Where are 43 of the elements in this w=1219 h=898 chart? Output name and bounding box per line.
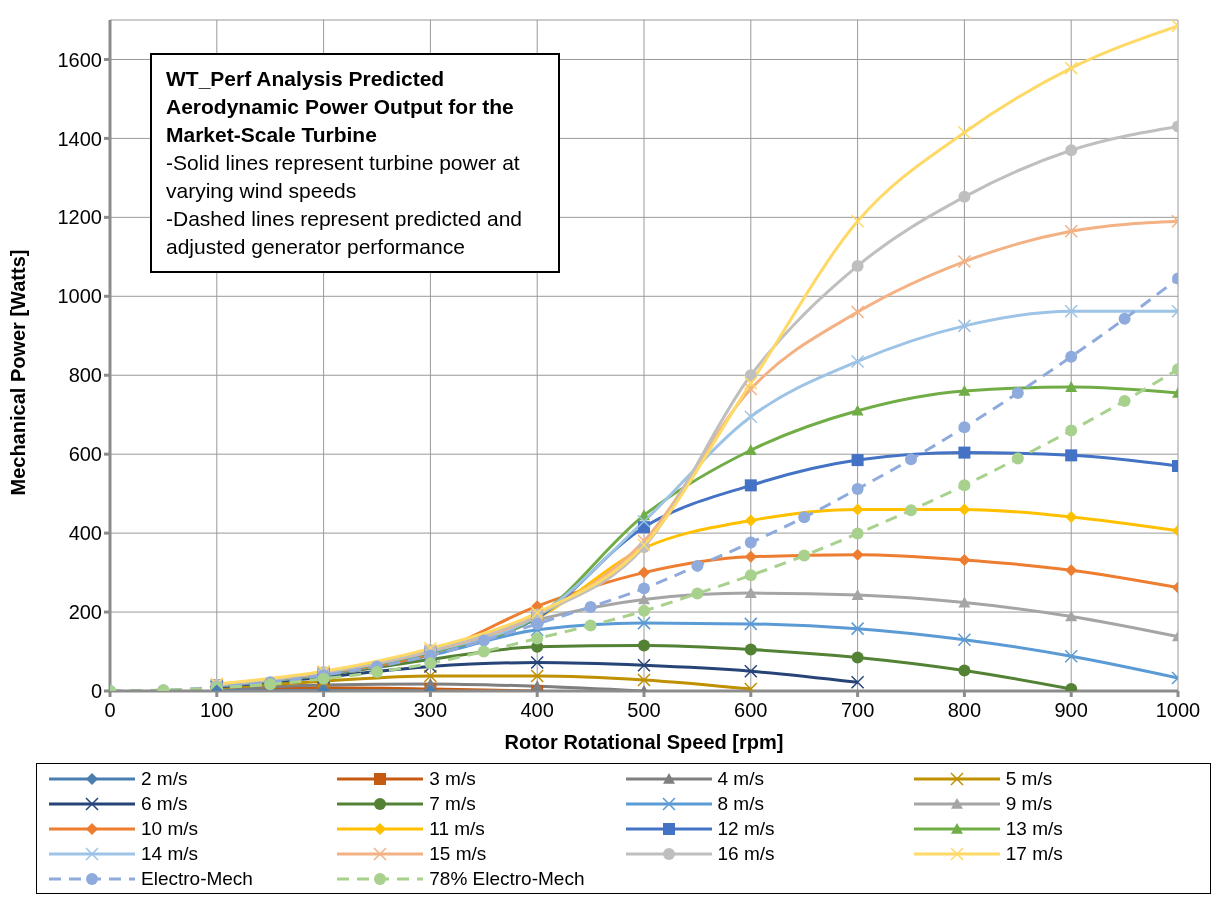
x-tick-label: 800 [947,699,982,722]
legend-label: 8 m/s [717,792,764,816]
legend-label: 17 m/s [1005,842,1063,866]
y-tick-label: 0 [90,680,102,703]
legend-label: 7 m/s [429,792,476,816]
legend-label: 14 m/s [141,842,199,866]
y-tick-label: 400 [68,522,102,545]
y-tick-label: 800 [68,364,102,387]
legend-label: 6 m/s [141,792,188,816]
x-tick-label: 400 [520,699,554,722]
y-tick-label: 600 [68,443,102,466]
x-tick-label: 900 [1054,699,1088,722]
legend-label: 13 m/s [1005,817,1063,841]
legend-label: 11 m/s [429,817,485,841]
x-tick-label: 300 [413,699,448,722]
legend-label: 12 m/s [717,817,775,841]
x-tick-label: 600 [734,699,768,722]
legend-label: 4 m/s [717,767,764,791]
legend-label: 2 m/s [141,767,188,791]
legend-label: Electro-Mech [141,867,253,891]
y-tick-label: 1400 [57,127,102,150]
y-tick-label: 200 [68,601,102,624]
x-tick-label: 100 [200,699,234,722]
legend-label: 5 m/s [1005,767,1053,791]
x-tick-label: 200 [306,699,341,722]
annotation: -Dashed lines represent predicted and adjusted generator performance [166,206,524,260]
text: WT_Perf Analysis Predicted Aerodynamic Power Output for the Market-Scale Turbine [166,66,515,148]
y-tick-label: 1000 [57,285,102,308]
x-tick-label: 500 [627,699,661,722]
x-tick-label: 0 [104,699,116,722]
legend-label: 78% Electro-Mech [429,867,585,891]
annotation: -Solid lines represent turbine power at varying wind speeds [166,150,521,204]
x-axis-title: Rotor Rotational Speed [rpm] [504,731,784,753]
x-tick-label: 700 [840,699,875,722]
legend-label: 15 m/s [429,842,487,866]
legend-label: 10 m/s [141,817,199,841]
legend-label: 3 m/s [429,767,476,791]
y-axis-title: Mechanical Power [Watts] [7,249,30,496]
legend-label: 9 m/s [1005,792,1053,816]
y-tick-label: 1200 [57,206,102,229]
legend-label: 16 m/s [717,842,775,866]
y-tick-label: 1600 [57,48,102,71]
x-tick-label: 1000 [1155,699,1201,722]
